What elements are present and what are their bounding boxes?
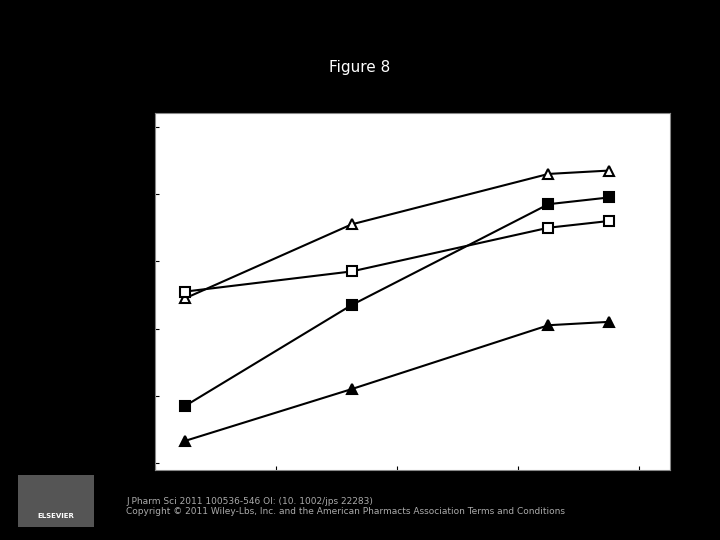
Text: J Pharm Sci 2011 100536-546 OI: (10. 1002/jps 22283): J Pharm Sci 2011 100536-546 OI: (10. 100… <box>126 497 373 505</box>
X-axis label: $\mathit{C}_{surf}$–CMC (%, w/v): $\mathit{C}_{surf}$–CMC (%, w/v) <box>354 495 471 511</box>
Text: ELSEVIER: ELSEVIER <box>37 513 74 519</box>
Text: Copyright © 2011 Wiley-Lbs, Inc. and the American Pharmacts Association Terms an: Copyright © 2011 Wiley-Lbs, Inc. and the… <box>126 508 565 516</box>
Text: Figure 8: Figure 8 <box>329 60 391 75</box>
Y-axis label: Drug solubilised (%, w/v): Drug solubilised (%, w/v) <box>96 213 109 370</box>
